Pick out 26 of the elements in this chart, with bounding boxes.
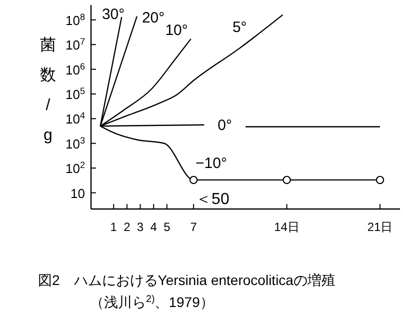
x-tick-label: 1 <box>110 220 118 234</box>
y-tick-label: 10$^{4}$ <box>65 110 85 127</box>
series-label: 20° <box>142 9 165 26</box>
x-tick-label: 2 <box>124 220 131 234</box>
y-tick-label: 10$^{2}$ <box>65 160 85 176</box>
y-axis-title: 菌数/g <box>40 36 56 144</box>
series-label: 5° <box>232 18 247 36</box>
y-tick-label: 10$^{8}$ <box>65 12 85 28</box>
annotation: ＜50 <box>196 190 230 208</box>
series-label: 10° <box>165 22 188 39</box>
series-label: 30° <box>102 6 125 24</box>
text: （浅川ら$^{2)}$、1979） <box>90 294 214 310</box>
x-tick-label: 4 <box>150 220 158 234</box>
y-tick-label: 10$^{7}$ <box>65 36 85 53</box>
series-label: 0° <box>218 116 232 134</box>
y-tick-label: 10$^{6}$ <box>65 61 85 78</box>
y-tick-label: 10$^{3}$ <box>65 135 85 152</box>
series-label: −10° <box>196 154 228 172</box>
y-tick-label: 10$^{5}$ <box>65 86 85 102</box>
x-tick-label: 5 <box>164 220 171 234</box>
x-tick-label: 7 <box>190 220 198 234</box>
x-tick-label: 21日 <box>367 220 393 234</box>
x-tick-label: 3 <box>136 220 144 234</box>
text: 図2 ハムにおけるYersinia enterocoliticaの増殖 <box>38 272 336 288</box>
y-tick-label: 10 <box>70 186 85 201</box>
x-tick-label: 14日 <box>274 220 300 234</box>
